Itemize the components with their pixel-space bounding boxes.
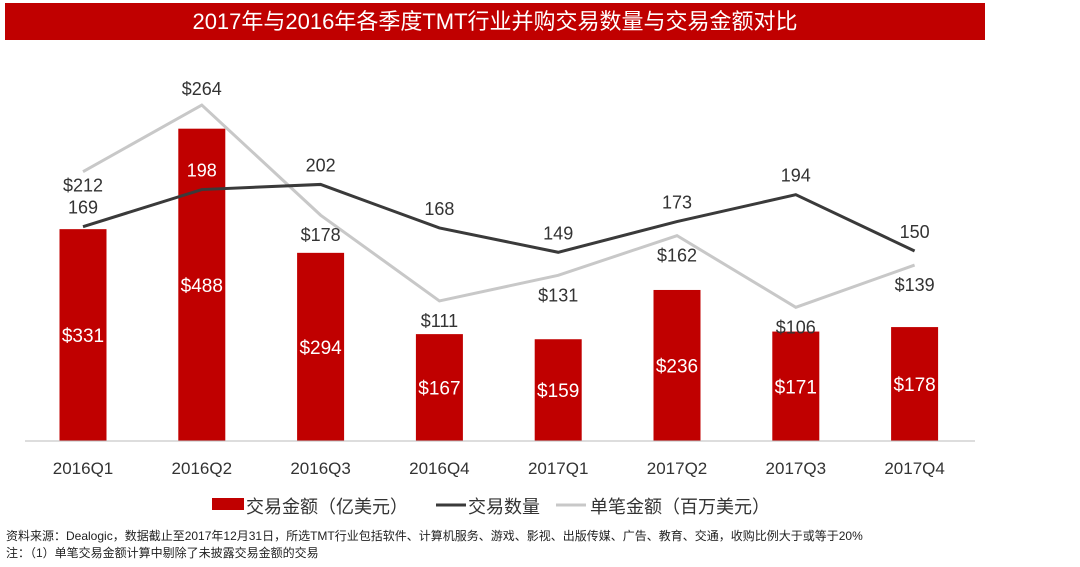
bar-label: $171 bbox=[775, 377, 817, 398]
bar-2017Q2 bbox=[653, 289, 701, 441]
deal-count-label: 198 bbox=[187, 161, 217, 181]
bar-label: $331 bbox=[62, 326, 104, 347]
legend-label: 交易数量 bbox=[468, 497, 540, 517]
unit-amount-label: $106 bbox=[776, 317, 816, 337]
x-tick-label: 2016Q3 bbox=[290, 459, 351, 478]
bar-2016Q1 bbox=[59, 229, 107, 441]
deal-count-label: 194 bbox=[781, 166, 811, 186]
bar-2017Q4 bbox=[891, 327, 939, 441]
legend-label: 单笔金额（百万美元） bbox=[590, 497, 770, 517]
bar-label: $294 bbox=[299, 338, 342, 359]
x-tick-label: 2017Q3 bbox=[766, 459, 827, 478]
x-tick-label: 2016Q1 bbox=[53, 459, 114, 478]
x-tick-label: 2017Q1 bbox=[528, 459, 589, 478]
unit-amount-line bbox=[82, 103, 916, 309]
x-tick-label: 2017Q2 bbox=[647, 459, 708, 478]
unit-amount-label: $111 bbox=[421, 311, 458, 331]
unit-amount-label: $139 bbox=[895, 275, 935, 295]
deal-count-label: 173 bbox=[662, 193, 692, 213]
unit-amount-label: $212 bbox=[63, 176, 103, 196]
bar-label: $167 bbox=[418, 379, 460, 400]
bar-label: $178 bbox=[893, 375, 935, 396]
x-tick-label: 2016Q2 bbox=[172, 459, 233, 478]
x-tick-label: 2017Q4 bbox=[884, 459, 945, 478]
deal-count-line bbox=[82, 182, 916, 254]
bar-2017Q3 bbox=[772, 331, 820, 441]
unit-amount-label: $162 bbox=[657, 246, 697, 266]
legend-label: 交易金额（亿美元） bbox=[246, 497, 408, 517]
bar-label: $236 bbox=[656, 356, 698, 377]
source-note: 资料来源：Dealogic，数据截止至2017年12月31日，所选TMT行业包括… bbox=[6, 529, 863, 543]
bar-2016Q4 bbox=[415, 334, 463, 441]
bar-label: $488 bbox=[181, 276, 223, 297]
bar-2016Q2 bbox=[178, 128, 226, 441]
deal-count-label: 202 bbox=[306, 155, 336, 175]
chart-title: 2017年与2016年各季度TMT行业并购交易数量与交易金额对比 bbox=[5, 3, 985, 40]
deal-count-label: 168 bbox=[424, 199, 454, 219]
legend-bar-swatch bbox=[212, 498, 244, 510]
unit-amount-label: $178 bbox=[301, 225, 341, 245]
footnote: 注：（1）单笔交易金额计算中剔除了未披露交易金额的交易 bbox=[6, 546, 319, 560]
bar-label: $159 bbox=[537, 381, 579, 402]
x-tick-label: 2016Q4 bbox=[409, 459, 470, 478]
bar-2017Q1 bbox=[534, 339, 582, 441]
unit-amount-label: $264 bbox=[182, 79, 222, 99]
bar-2016Q3 bbox=[297, 252, 345, 441]
deal-count-label: 150 bbox=[900, 222, 930, 242]
deal-count-label: 169 bbox=[68, 198, 98, 218]
deal-count-label: 149 bbox=[543, 223, 573, 243]
unit-amount-label: $131 bbox=[538, 285, 578, 305]
